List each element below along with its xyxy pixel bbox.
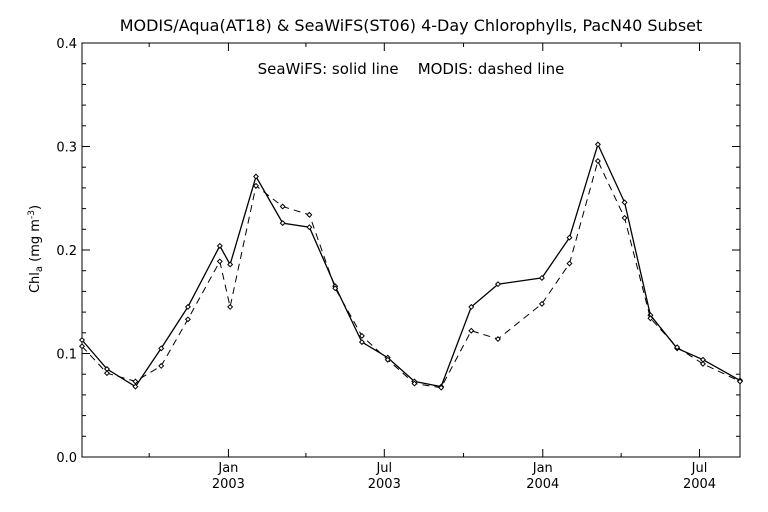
seawifs-point (78, 337, 86, 344)
y-axis-label: Chla (mg m-3) (27, 205, 45, 293)
y-tick-label: 0.0 (56, 451, 77, 466)
x-tick-label-year: 2004 (683, 477, 716, 492)
seawifs-point (358, 339, 365, 346)
seawifs-point (216, 242, 223, 249)
modis-point (103, 370, 110, 377)
modis-point (158, 362, 165, 369)
y-tick-label: 0.1 (56, 348, 77, 363)
seawifs-point (566, 234, 573, 241)
seawifs-point (594, 141, 601, 148)
modis-point (566, 260, 573, 267)
seawifs-point (468, 303, 475, 310)
modis-point (306, 211, 313, 218)
modis-point (279, 203, 286, 210)
x-tick-label-month: Jul (691, 461, 708, 476)
modis-point (216, 258, 223, 265)
y-axis-label-subscript: a (34, 266, 45, 272)
plot-frame (81, 42, 741, 458)
modis-point (538, 300, 545, 307)
seawifs-point (538, 274, 545, 281)
seawifs-point (132, 383, 139, 390)
modis-point (594, 157, 601, 164)
y-axis-label-close: ) (28, 205, 43, 210)
modis-point (468, 327, 475, 334)
modis-point (384, 356, 391, 363)
y-axis-label-superscript: -3 (27, 210, 37, 219)
seawifs-point (184, 303, 191, 310)
seawifs-point (279, 220, 286, 227)
legend-annotation: SeaWiFS: solid line MODIS: dashed line (258, 60, 565, 78)
y-tick-label: 0.4 (56, 37, 77, 52)
modis-point (699, 360, 706, 367)
seawifs-point (306, 224, 313, 231)
x-tick-label-year: 2003 (368, 477, 401, 492)
x-tick-label-month: Jan (532, 461, 553, 476)
x-tick-label-month: Jan (217, 461, 238, 476)
seawifs-point (621, 199, 628, 206)
x-tick-label-month: Jul (375, 461, 392, 476)
axis-ticks: 0.00.10.20.30.4Jan2003Jul2003Jan2004Jul2… (56, 37, 740, 492)
chart-title: MODIS/Aqua(AT18) & SeaWiFS(ST06) 4-Day C… (120, 16, 703, 35)
modis-point (674, 344, 681, 351)
modis-point (438, 384, 445, 391)
modis-point (227, 303, 234, 310)
modis-point (78, 343, 86, 350)
x-tick-label-year: 2003 (212, 477, 245, 492)
y-tick-label: 0.2 (56, 244, 77, 259)
y-axis-label-main: Chl (28, 272, 43, 293)
series-group (78, 141, 744, 391)
seawifs-point (494, 281, 501, 288)
y-axis-label-unit: (mg m (28, 219, 43, 266)
modis-point (411, 380, 418, 387)
x-tick-label-year: 2004 (526, 477, 559, 492)
seawifs-line (81, 142, 741, 388)
modis-point (132, 378, 139, 385)
modis-point (736, 378, 744, 385)
modis-point (647, 315, 654, 322)
seawifs-point (227, 261, 234, 268)
seawifs-point (252, 173, 259, 180)
y-tick-label: 0.3 (56, 141, 77, 156)
modis-point (332, 285, 339, 292)
modis-point (358, 332, 365, 339)
modis-point (252, 182, 259, 189)
modis-point (494, 336, 501, 343)
seawifs-point (158, 345, 165, 352)
modis-point (184, 316, 191, 323)
modis-point (621, 214, 628, 221)
